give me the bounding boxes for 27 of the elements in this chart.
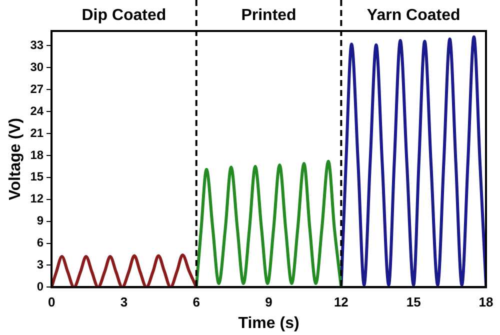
y-axis-title: Voltage (V) [7,118,24,200]
y-tick-label: 3 [36,258,44,272]
x-tick-label: 6 [192,294,200,310]
x-tick-label: 18 [478,294,494,310]
x-tick-label: 9 [265,294,272,310]
x-tick-label: 3 [120,294,128,310]
y-tick-label: 33 [30,38,44,52]
y-tick-label: 24 [30,104,44,118]
y-tick-label: 9 [36,214,44,228]
y-tick-label: 0 [36,280,44,294]
y-tick-label: 15 [30,170,44,184]
y-tick-label: 18 [30,148,44,162]
line-series [194,160,343,288]
y-tick-label: 6 [36,236,44,250]
line-series [340,35,486,288]
line-series [52,253,198,288]
y-tick-label: 21 [30,126,44,140]
y-tick-label: 12 [30,192,44,206]
y-tick-label: 27 [30,82,44,96]
text: Yarn Coated [366,6,460,24]
text: Dip Coated [82,6,166,24]
text: Printed [241,6,296,24]
x-tick-label: 12 [334,294,348,310]
x-tick-label: 15 [406,294,421,310]
x-tick-label: 0 [48,294,56,310]
y-tick-label: 30 [30,60,44,74]
x-axis-title: Time (s) [238,314,300,332]
